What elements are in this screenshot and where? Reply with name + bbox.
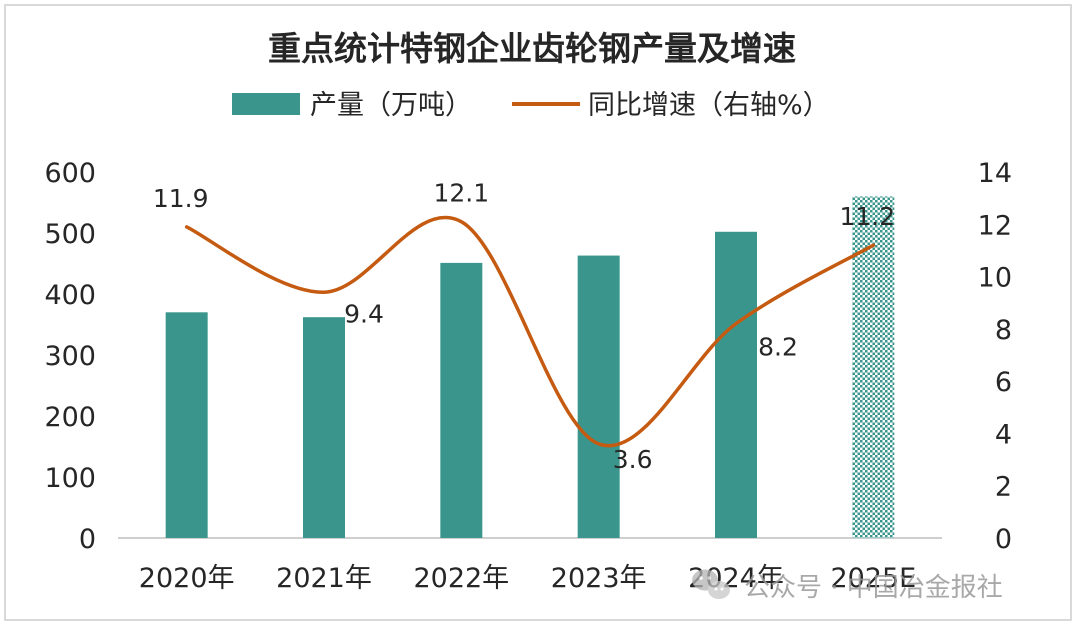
bar-5: [852, 196, 895, 538]
legend-label-line: 同比增速（右轴%）: [588, 90, 830, 121]
x-axis: 2020年 2021年 2022年 2023年 2024年 2025E: [139, 563, 916, 594]
watermark: 公众号 · 中国冶金报社: [692, 569, 1003, 603]
y-left-tick-0: 0: [79, 524, 96, 555]
legend-swatch-bar: [232, 93, 300, 115]
bar-0: [165, 312, 208, 538]
left-axis: 0 100 200 300 400 500 600: [44, 158, 96, 555]
x-tick-1: 2021年: [276, 563, 372, 594]
line-point-4: [734, 322, 738, 325]
line-point-1: [322, 291, 326, 294]
bar-3: [577, 255, 620, 538]
bar-1: [303, 317, 345, 538]
line-label-3: 3.6: [613, 445, 653, 474]
x-tick-3: 2023年: [551, 563, 647, 594]
watermark-text: 公众号 · 中国冶金报社: [744, 573, 1003, 603]
bar-4: [715, 231, 757, 538]
line-point-0: [185, 225, 188, 229]
y-right-tick-6: 6: [995, 367, 1012, 398]
growth-line: [184, 215, 876, 448]
legend-label-bar: 产量（万吨）: [310, 90, 472, 121]
y-right-tick-12: 12: [978, 210, 1012, 241]
line-label-0: 11.9: [153, 184, 209, 213]
bar-2: [440, 262, 483, 538]
y-right-tick-2: 2: [995, 472, 1012, 503]
x-tick-5: 2025E: [830, 563, 916, 594]
line-label-1: 9.4: [344, 299, 384, 328]
y-right-tick-10: 10: [978, 263, 1012, 294]
x-tick-0: 2020年: [139, 563, 235, 594]
wechat-icon: [692, 569, 730, 599]
right-axis: 0 2 4 6 8 10 12 14: [978, 158, 1012, 555]
line-label-2: 12.1: [433, 179, 489, 208]
chart-title: 重点统计特钢企业齿轮钢产量及增速: [268, 29, 796, 68]
x-tick-2: 2022年: [413, 563, 509, 594]
y-right-tick-4: 4: [995, 419, 1012, 450]
line-series: [184, 215, 876, 448]
y-right-tick-8: 8: [995, 315, 1012, 346]
line-label-4: 8.2: [758, 333, 798, 362]
line-point-3: [597, 442, 600, 446]
y-left-tick-300: 300: [44, 341, 96, 372]
y-left-tick-600: 600: [44, 158, 96, 189]
y-right-tick-0: 0: [995, 524, 1012, 555]
line-point-5: [872, 244, 875, 247]
y-left-tick-100: 100: [44, 463, 96, 494]
y-left-tick-200: 200: [44, 402, 96, 433]
line-label-5: 11.2: [839, 202, 895, 231]
line-point-2: [460, 220, 463, 223]
y-right-tick-14: 14: [978, 158, 1012, 189]
bar-series: [165, 196, 895, 538]
data-labels: 11.9 9.4 12.1 3.6 8.2 11.2: [153, 179, 895, 474]
legend: 产量（万吨） 同比增速（右轴%）: [232, 90, 830, 121]
y-left-tick-400: 400: [44, 280, 96, 311]
y-left-tick-500: 500: [44, 219, 96, 250]
